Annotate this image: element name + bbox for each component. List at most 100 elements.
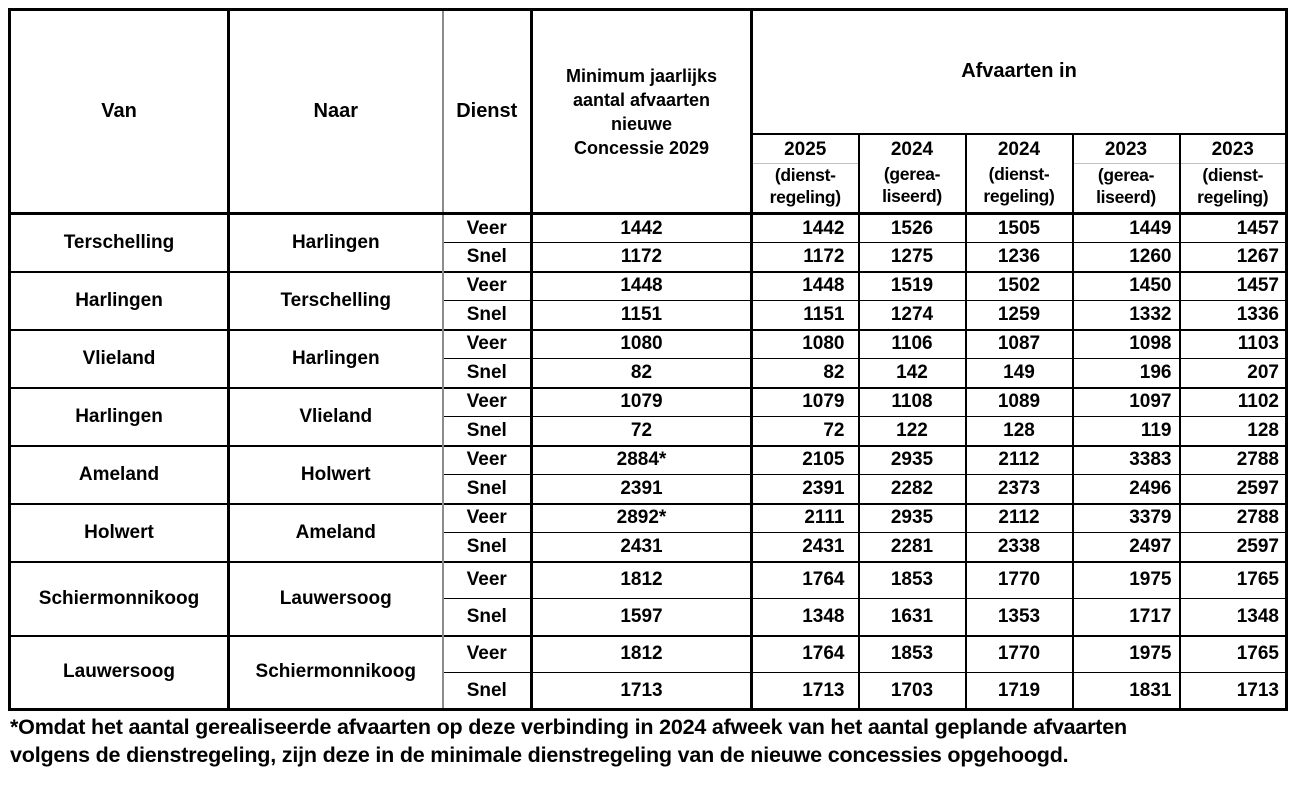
year-sub-line2: regeling) xyxy=(769,186,842,207)
cell-dienst: Snel xyxy=(442,358,533,388)
cell-2025-dienstregeling: 1348 xyxy=(751,598,860,636)
table-row-veer: Harlingen Terschelling Veer 1448 1448 15… xyxy=(9,270,1287,330)
cell-minimum: 1172 xyxy=(531,242,753,272)
cell-2024-gerealiseerd: 142 xyxy=(858,358,967,388)
year-sub-line1: (dienst- xyxy=(988,163,1050,184)
cell-minimum: 1448 xyxy=(531,270,753,301)
cell-2024-dienstregeling: 1087 xyxy=(965,328,1074,359)
header-van: Van xyxy=(9,9,230,215)
cell-2025-dienstregeling: 1172 xyxy=(751,242,860,272)
year-label: 2024 xyxy=(997,138,1041,160)
cell-2024-dienstregeling: 1770 xyxy=(965,560,1074,599)
cell-2024-dienstregeling: 2112 xyxy=(965,444,1074,475)
cell-van: Harlingen xyxy=(9,386,230,446)
cell-2024-gerealiseerd: 1106 xyxy=(858,328,967,359)
cell-minimum: 2391 xyxy=(531,474,753,504)
cell-2023-dienstregeling: 1765 xyxy=(1179,560,1287,599)
cell-2023-dienstregeling: 2597 xyxy=(1179,474,1287,504)
cell-2023-gerealiseerd: 1260 xyxy=(1072,242,1181,272)
table-row-veer: Terschelling Harlingen Veer 1442 1442 15… xyxy=(9,212,1287,272)
cell-naar: Harlingen xyxy=(228,328,444,388)
cell-van: Vlieland xyxy=(9,328,230,388)
cell-minimum: 1812 xyxy=(531,560,753,599)
table-row-snel: Snel 2431 2431 2281 2338 2497 2597 xyxy=(10,532,1287,562)
cell-van: Ameland xyxy=(9,444,230,504)
cell-naar: Ameland xyxy=(228,502,444,562)
cell-2024-dienstregeling: 1502 xyxy=(965,270,1074,301)
cell-dienst: Veer xyxy=(442,634,533,673)
cell-2024-gerealiseerd: 2281 xyxy=(858,532,967,562)
cell-dienst: Veer xyxy=(442,502,533,533)
table-row-veer: Ameland Holwert Veer 2884* 2105 2935 211… xyxy=(9,444,1287,504)
cell-2023-dienstregeling: 1102 xyxy=(1179,386,1287,417)
cell-minimum: 2431 xyxy=(531,532,753,562)
cell-2024-gerealiseerd: 1275 xyxy=(858,242,967,272)
cell-dienst: Snel xyxy=(442,672,533,710)
year-label: 2023 xyxy=(1073,135,1178,164)
cell-2024-gerealiseerd: 2935 xyxy=(858,444,967,475)
cell-2024-gerealiseerd: 2282 xyxy=(858,474,967,504)
cell-2025-dienstregeling: 1079 xyxy=(751,386,860,417)
year-label: 2023 xyxy=(1180,135,1285,164)
cell-2023-gerealiseerd: 3379 xyxy=(1072,502,1181,533)
cell-2023-gerealiseerd: 2497 xyxy=(1072,532,1181,562)
cell-2025-dienstregeling: 82 xyxy=(751,358,860,388)
cell-2024-gerealiseerd: 1526 xyxy=(858,212,967,243)
table-row-veer: Schiermonnikoog Lauwersoog Veer 1812 176… xyxy=(9,560,1287,636)
cell-van: Lauwersoog xyxy=(9,634,230,710)
cell-2025-dienstregeling: 2105 xyxy=(751,444,860,475)
cell-2024-dienstregeling: 128 xyxy=(965,416,1074,446)
header-minimum-line2: aantal afvaarten xyxy=(572,89,711,110)
cell-dienst: Snel xyxy=(442,416,533,446)
cell-2023-dienstregeling: 2788 xyxy=(1179,444,1287,475)
year-sub-line2: regeling) xyxy=(1197,186,1269,207)
cell-2023-gerealiseerd: 196 xyxy=(1072,358,1181,388)
cell-dienst: Veer xyxy=(442,212,533,243)
header-minimum-line1: Minimum jaarlijks xyxy=(565,65,718,86)
cell-dienst: Veer xyxy=(442,270,533,301)
cell-dienst: Veer xyxy=(442,444,533,475)
cell-2024-dienstregeling: 1353 xyxy=(965,598,1074,636)
cell-2023-dienstregeling: 1348 xyxy=(1179,598,1287,636)
cell-minimum: 1079 xyxy=(531,386,753,417)
cell-2023-dienstregeling: 1765 xyxy=(1179,634,1287,673)
cell-2024-gerealiseerd: 1631 xyxy=(858,598,967,636)
cell-2023-gerealiseerd: 3383 xyxy=(1072,444,1181,475)
cell-minimum: 1151 xyxy=(531,300,753,330)
cell-van: Holwert xyxy=(9,502,230,562)
cell-2023-dienstregeling: 1457 xyxy=(1179,270,1287,301)
cell-2023-gerealiseerd: 1450 xyxy=(1072,270,1181,301)
cell-2025-dienstregeling: 1764 xyxy=(751,560,860,599)
year-sub-line2: regeling) xyxy=(983,185,1055,206)
cell-2023-dienstregeling: 2597 xyxy=(1179,532,1287,562)
concession-table: Van Naar Dienst Minimum jaarlijks aantal… xyxy=(8,8,1288,711)
cell-dienst: Snel xyxy=(442,300,533,330)
cell-2023-dienstregeling: 1713 xyxy=(1179,672,1287,710)
cell-2024-dienstregeling: 1089 xyxy=(965,386,1074,417)
cell-2023-gerealiseerd: 1975 xyxy=(1072,634,1181,673)
table-row-veer: Vlieland Harlingen Veer 1080 1080 1106 1… xyxy=(9,328,1287,388)
cell-2025-dienstregeling: 1151 xyxy=(751,300,860,330)
header-year-2025-dienstregeling: 2025 (dienst- regeling) xyxy=(751,133,860,215)
cell-minimum: 1080 xyxy=(531,328,753,359)
cell-naar: Harlingen xyxy=(228,212,444,272)
cell-2024-gerealiseerd: 1853 xyxy=(858,560,967,599)
cell-minimum: 2884* xyxy=(531,444,753,475)
table-row-veer: Holwert Ameland Veer 2892* 2111 2935 211… xyxy=(9,502,1287,562)
cell-2023-gerealiseerd: 119 xyxy=(1072,416,1181,446)
cell-2023-gerealiseerd: 1097 xyxy=(1072,386,1181,417)
header-year-2024-dienstregeling: 2024 (dienst- regeling) xyxy=(965,133,1074,215)
cell-2023-dienstregeling: 2788 xyxy=(1179,502,1287,533)
cell-naar: Schiermonnikoog xyxy=(228,634,444,710)
cell-2023-gerealiseerd: 1449 xyxy=(1072,212,1181,243)
year-sub-line1: (dienst- xyxy=(1202,164,1264,185)
cell-2024-gerealiseerd: 122 xyxy=(858,416,967,446)
cell-2023-dienstregeling: 1103 xyxy=(1179,328,1287,359)
table-row-veer: Harlingen Vlieland Veer 1079 1079 1108 1… xyxy=(9,386,1287,446)
cell-2023-gerealiseerd: 1831 xyxy=(1072,672,1181,710)
cell-2023-dienstregeling: 128 xyxy=(1179,416,1287,446)
header-dienst: Dienst xyxy=(442,9,533,215)
year-sub-line1: (dienst- xyxy=(774,164,836,185)
cell-2024-dienstregeling: 2338 xyxy=(965,532,1074,562)
cell-2025-dienstregeling: 1448 xyxy=(751,270,860,301)
